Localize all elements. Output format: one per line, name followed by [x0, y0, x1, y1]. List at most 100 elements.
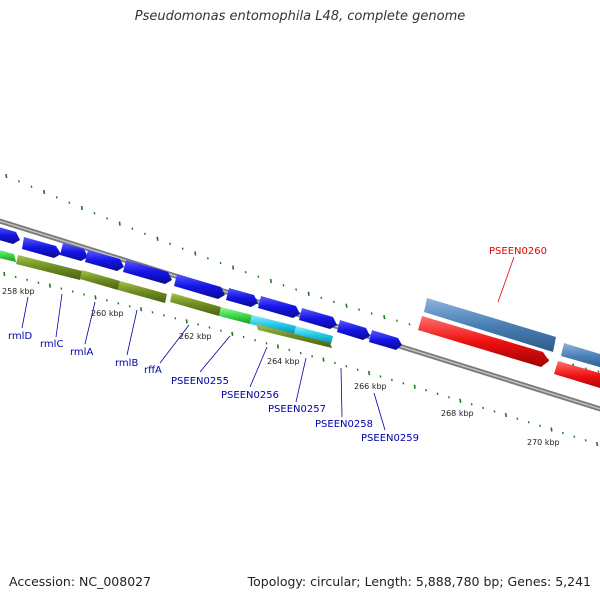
outer-tick-mark [156, 236, 159, 241]
inner-tick-mark [459, 398, 462, 403]
inner-tick-mark [14, 275, 17, 279]
inner-tick-mark [561, 431, 564, 435]
outer-tick-mark [320, 296, 323, 300]
outer-tick-mark [269, 278, 272, 284]
gene-label-rmlD[interactable]: rmlD [8, 331, 32, 342]
inner-tick-mark [128, 305, 131, 308]
outer-tick-mark [395, 319, 398, 322]
gene-reverse-PSEEN0257[interactable] [256, 324, 332, 348]
gene-steel-1[interactable] [424, 298, 556, 352]
inner-tick-mark [3, 271, 6, 277]
inner-tick-mark [299, 351, 302, 355]
gene-label-PSEEN0256[interactable]: PSEEN0256 [221, 390, 279, 401]
gene-label-rffA[interactable]: rffA [144, 365, 162, 376]
gene-label-PSEEN0255[interactable]: PSEEN0255 [171, 376, 229, 387]
inner-tick-mark [26, 278, 29, 282]
inner-tick-mark [185, 319, 188, 324]
gene-forward-edge[interactable] [0, 226, 20, 244]
inner-tick-mark [311, 355, 314, 358]
gene-reverse-PSEEN0255[interactable] [250, 315, 296, 335]
outer-tick-mark [282, 284, 285, 287]
outer-tick-mark [345, 303, 348, 308]
inner-tick-mark [242, 335, 245, 339]
inner-tick-mark [356, 368, 359, 371]
gene-reverse-rffA[interactable] [219, 307, 252, 324]
gene-label-rmlC[interactable]: rmlC [40, 339, 63, 350]
outer-tick-mark [17, 180, 20, 183]
inner-tick-mark [219, 329, 222, 332]
gene-reverse-rmlA[interactable] [118, 281, 167, 303]
gene-forward-9[interactable] [337, 320, 370, 340]
inner-tick-mark [60, 287, 63, 290]
gene-reverse-PSEEN0256[interactable] [294, 326, 333, 344]
gene-forward-4[interactable] [123, 260, 172, 284]
inner-tick-mark [539, 424, 542, 428]
outer-tick-mark [307, 291, 310, 296]
gene-steel-2[interactable] [561, 343, 600, 370]
inner-tick-mark [288, 348, 291, 351]
inner-tick-mark [390, 378, 393, 382]
gene-label-PSEEN0260[interactable]: PSEEN0260 [489, 246, 547, 257]
gene-forward-1[interactable] [22, 237, 61, 258]
inner-tick-mark [37, 281, 40, 284]
outer-tick-mark [295, 288, 298, 291]
gene-forward-7[interactable] [258, 296, 300, 318]
inner-tick-mark [573, 435, 576, 438]
gene-label-PSEEN0257[interactable]: PSEEN0257 [268, 404, 326, 415]
outer-tick-mark [80, 205, 83, 211]
forward-strand-genes [0, 223, 402, 350]
gene-label-rmlB[interactable]: rmlB [115, 358, 138, 369]
inner-tick-mark [151, 311, 154, 314]
inner-tick-mark [493, 410, 496, 413]
gene-reverse-rmlC[interactable] [80, 270, 120, 290]
gene-red-2[interactable] [554, 361, 600, 391]
gene-forward-8[interactable] [299, 308, 337, 329]
inner-tick-mark [71, 290, 74, 293]
gene-red-PSEEN0260[interactable] [418, 316, 549, 367]
gene-forward-2[interactable] [60, 243, 88, 261]
inner-tick-mark [436, 392, 439, 395]
inner-tick-mark [140, 307, 143, 312]
outer-tick-mark [257, 275, 260, 278]
outer-tick-mark [93, 211, 96, 215]
scale-label-260: 260 kbp [91, 309, 124, 318]
gene-label-rmlA[interactable]: rmlA [70, 347, 93, 358]
inner-tick-ring [3, 271, 599, 447]
outer-tick-mark [244, 270, 247, 274]
inner-tick-mark [162, 314, 165, 317]
inner-tick-mark [584, 439, 587, 442]
inner-tick-mark [117, 302, 120, 305]
outer-tick-mark [169, 242, 172, 245]
outer-tick-mark [194, 251, 197, 256]
inner-tick-mark [265, 342, 268, 345]
gene-forward-5[interactable] [174, 274, 225, 299]
inner-tick-mark [550, 427, 553, 432]
inner-tick-mark [482, 406, 485, 410]
scale-label-266: 266 kbp [354, 382, 387, 391]
outer-tick-mark [597, 370, 600, 373]
outer-tick-mark [30, 185, 33, 188]
inner-tick-mark [322, 357, 325, 362]
inner-tick-mark [447, 396, 450, 399]
gene-reverse-rmlB[interactable] [170, 293, 221, 316]
scale-label-264: 264 kbp [267, 357, 300, 366]
gene-reverse-green-edge[interactable] [0, 248, 16, 262]
scale-label-262: 262 kbp [179, 332, 212, 341]
gene-label-PSEEN0258[interactable]: PSEEN0258 [315, 419, 373, 430]
genome-title: Pseudomonas entomophila L48, complete ge… [134, 9, 466, 24]
gene-forward-6[interactable] [226, 288, 258, 307]
gene-reverse-rmlD[interactable] [16, 255, 82, 280]
inner-tick-mark [504, 412, 507, 418]
outer-tick-mark [383, 314, 386, 320]
gene-label-PSEEN0259[interactable]: PSEEN0259 [361, 433, 419, 444]
inner-tick-mark [345, 365, 348, 368]
gene-forward-10[interactable] [369, 330, 402, 350]
inner-tick-mark [368, 370, 371, 376]
inner-tick-mark [527, 421, 530, 424]
gene-forward-3[interactable] [85, 250, 124, 271]
inner-tick-mark [48, 283, 51, 288]
inner-tick-mark [94, 295, 97, 300]
outer-tick-mark [43, 189, 46, 195]
scale-label-258: 258 kbp [2, 287, 35, 296]
